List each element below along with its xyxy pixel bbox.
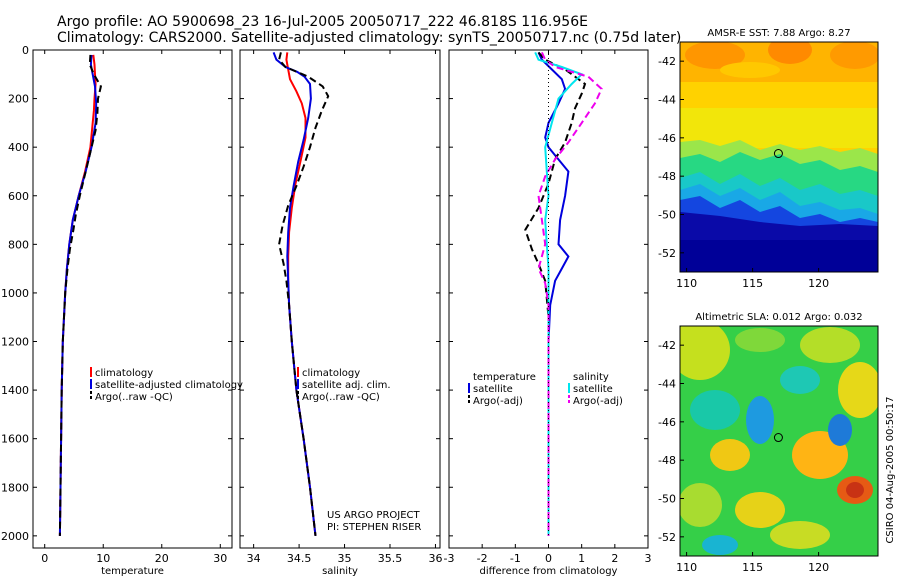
y-tick-label: 1200 (1, 336, 29, 349)
series-line (278, 52, 330, 537)
sla-map-title: Altimetric SLA: 0.012 Argo: 0.032 (695, 312, 862, 323)
y-tick-label: 1000 (1, 287, 29, 300)
sla-map-image (680, 326, 878, 556)
temperature-panel: 0 200 400 600 800 1000 1200 1400 1600 1800 2000 0 10… (1, 44, 243, 577)
y-tick-label: -48 (658, 454, 676, 467)
salinity-xlabel: salinity (322, 566, 358, 577)
y-tick-label: -42 (658, 55, 676, 68)
y-tick-label: 400 (8, 141, 29, 154)
temperature-xlabel: temperature (101, 566, 164, 577)
x-tick-label: 35.5 (378, 552, 403, 565)
y-tick-label: 800 (8, 238, 29, 251)
y-tick-label: 1400 (1, 384, 29, 397)
x-tick-label: 20 (155, 552, 169, 565)
x-tick-label: 0 (41, 552, 48, 565)
sst-map-axes: 110 115 120 -42 -44 -46 -48 -50 -52 (658, 55, 829, 290)
x-tick-label: 2 (611, 552, 618, 565)
x-tick-label: 115 (742, 277, 763, 290)
x-tick-label: 34 (247, 552, 261, 565)
x-tick-label: 34.5 (287, 552, 312, 565)
x-tick-label: 36 (428, 552, 442, 565)
x-tick-label: 10 (96, 552, 110, 565)
y-tick-label: -52 (658, 531, 676, 544)
sla-map-frame (679, 325, 879, 557)
y-tick-label: -42 (658, 339, 676, 352)
y-tick-label: -52 (658, 247, 676, 260)
x-tick-label: 30 (213, 552, 227, 565)
x-tick-label: 110 (676, 561, 697, 574)
y-tick-label: -50 (658, 493, 676, 506)
x-tick-label: -1 (510, 552, 521, 565)
difference-xlabel: difference from climatology (480, 566, 618, 577)
series-line (58, 54, 102, 536)
y-tick-label: -48 (658, 170, 676, 183)
header-title-line2: Climatology: CARS2000. Satellite-adjuste… (57, 30, 682, 46)
legend-label: salinity (573, 372, 609, 383)
legend-label: temperature (473, 372, 536, 383)
sst-map-title: AMSR-E SST: 7.88 Argo: 8.27 (707, 28, 850, 39)
legend-label: Argo(..raw -QC) (302, 392, 380, 403)
argo-location-marker (773, 149, 783, 159)
y-tick-label: 600 (8, 190, 29, 203)
legend-label: climatology (302, 368, 360, 379)
y-tick-label: -44 (658, 94, 676, 107)
y-tick-label: -44 (658, 378, 676, 391)
x-tick-label: 115 (742, 561, 763, 574)
x-tick-label: 3 (645, 552, 652, 565)
legend-label: satellite (473, 384, 513, 395)
series-line (285, 52, 317, 537)
header-title-line1: Argo profile: AO 5900698_23 16-Jul-2005 … (57, 14, 588, 30)
legend-label: Argo(..raw -QC) (95, 392, 173, 403)
credit-line1: US ARGO PROJECT (327, 510, 421, 521)
legend-label: climatology (95, 368, 153, 379)
x-tick-label: 1 (578, 552, 585, 565)
temperature-frame (32, 49, 233, 549)
x-tick-label: 120 (808, 561, 829, 574)
series-line (537, 51, 603, 536)
y-tick-label: 0 (22, 44, 29, 57)
credit-line2: PI: STEPHEN RISER (327, 522, 421, 533)
legend-label: Argo(-adj) (573, 396, 623, 407)
legend-label: Argo(-adj) (473, 396, 523, 407)
y-tick-label: -46 (658, 416, 676, 429)
salinity-panel: 34 34.5 35 35.5 36 salinity climatologysatelli… (239, 49, 442, 577)
series-line (537, 51, 570, 536)
series-line (272, 52, 317, 537)
y-tick-label: -50 (658, 209, 676, 222)
x-tick-label: 110 (676, 277, 697, 290)
side-timestamp: CSIRO 04-Aug-2005 00:50:17 (885, 396, 896, 543)
series-line (534, 51, 584, 536)
x-tick-label: 0 (545, 552, 552, 565)
argo-location-marker (773, 433, 783, 443)
y-tick-label: -46 (658, 132, 676, 145)
y-tick-label: 1800 (1, 481, 29, 494)
series-line (524, 51, 587, 536)
legend-label: satellite-adjusted climatology (95, 380, 243, 391)
legend-label: satellite (573, 384, 613, 395)
x-tick-label: -3 (444, 552, 455, 565)
sla-map-axes: 110 115 120 -42 -44 -46 -48 -50 -52 (658, 339, 829, 574)
difference-panel: -3 -2 -1 0 1 2 3 difference from climatology tem… (444, 49, 652, 577)
y-tick-label: 1600 (1, 433, 29, 446)
sst-map-frame (679, 41, 879, 273)
x-tick-label: 120 (808, 277, 829, 290)
sst-map-image (680, 42, 878, 272)
y-tick-label: 2000 (1, 530, 29, 543)
y-tick-label: 200 (8, 93, 29, 106)
legend-label: satellite adj. clim. (302, 380, 391, 391)
salinity-frame (239, 49, 441, 549)
series-line (58, 54, 98, 536)
x-tick-label: -2 (477, 552, 488, 565)
x-tick-label: 35 (338, 552, 352, 565)
